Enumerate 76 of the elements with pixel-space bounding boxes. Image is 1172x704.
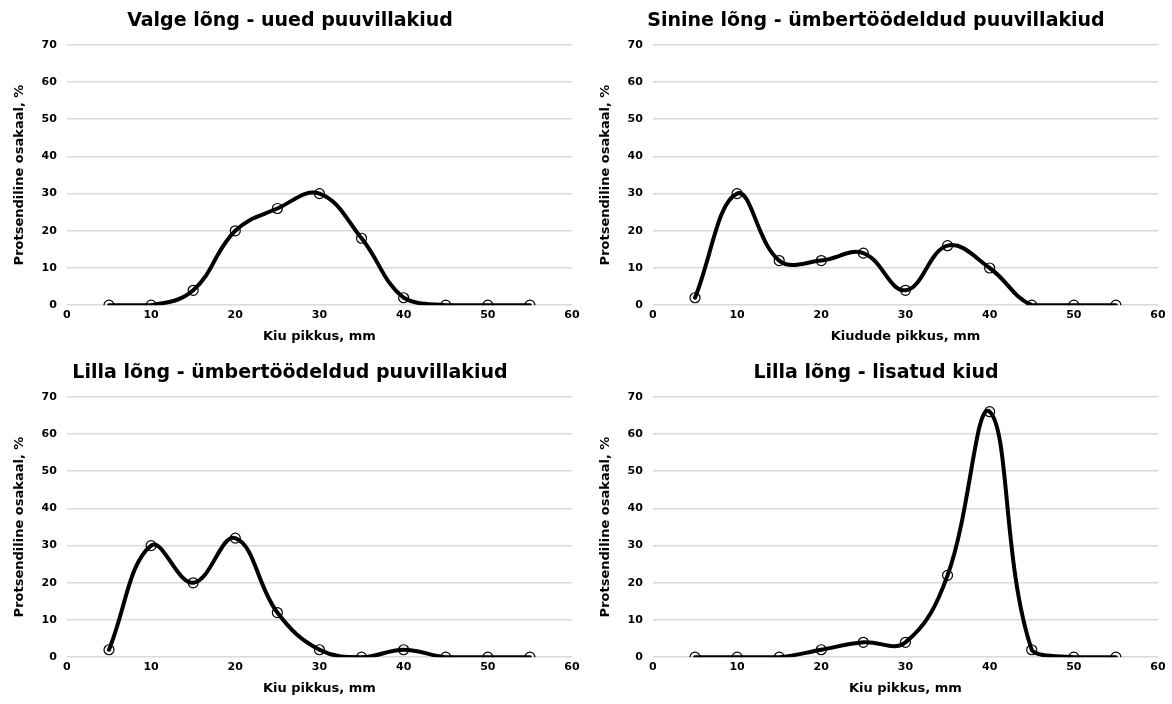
y-axis-title: Protsendiline osakaal, %	[597, 436, 613, 618]
y-tick-label: 70	[627, 37, 644, 51]
x-tick-label: 10	[143, 307, 160, 321]
y-tick-label: 20	[627, 223, 644, 237]
x-tick-label: 60	[564, 659, 580, 673]
chart-title: Lilla lõng - lisatud kiud	[753, 360, 999, 383]
y-tick-label: 30	[627, 538, 644, 552]
y-tick-label: 10	[627, 612, 644, 626]
point	[857, 636, 869, 648]
y-tick-label: 40	[41, 501, 58, 515]
x-tick-label: 40	[395, 307, 412, 321]
point	[899, 636, 912, 648]
y-tick-label: 0	[635, 298, 644, 312]
y-tick-label: 70	[627, 389, 644, 403]
point	[984, 406, 996, 418]
y-tick-label: 50	[627, 112, 644, 126]
y-tick-label: 40	[627, 501, 644, 515]
x-tick-label: 20	[813, 307, 830, 321]
x-tick-label: 0	[63, 659, 72, 673]
point	[941, 569, 954, 581]
x-tick-label: 0	[649, 307, 658, 321]
y-tick-label: 20	[41, 575, 58, 589]
y-tick-label: 40	[627, 149, 644, 163]
y-tick-label: 60	[627, 74, 644, 88]
y-tick-label: 60	[41, 426, 58, 440]
y-tick-label: 20	[627, 575, 644, 589]
x-tick-label: 50	[1066, 307, 1082, 321]
x-tick-label: 10	[729, 307, 746, 321]
x-tick-label: 0	[63, 307, 72, 321]
x-tick-label: 30	[897, 307, 914, 321]
y-axis-title: Protsendiline osakaal, %	[11, 84, 27, 266]
x-tick-label: 10	[143, 659, 160, 673]
y-tick-label: 0	[49, 298, 58, 312]
x-tick-label: 60	[564, 307, 580, 321]
x-tick-label: 60	[1150, 307, 1166, 321]
x-tick-label: 20	[813, 659, 830, 673]
x-tick-label: 40	[395, 659, 412, 673]
y-tick-label: 30	[41, 186, 58, 200]
y-tick-label: 30	[627, 186, 644, 200]
x-axis-title: Kiu pikkus, mm	[262, 327, 376, 343]
x-axis-title: Kiudude pikkus, mm	[830, 327, 981, 343]
x-tick-label: 60	[1150, 659, 1166, 673]
y-tick-label: 70	[41, 37, 58, 51]
y-tick-label: 10	[41, 260, 58, 274]
x-axis-title: Kiu pikkus, mm	[848, 679, 962, 695]
x-tick-label: 0	[649, 659, 658, 673]
y-tick-label: 50	[41, 464, 58, 478]
chart-title: Valge lõng - uued puuvillakiud	[127, 8, 453, 31]
x-tick-label: 30	[311, 307, 328, 321]
chart-title: Sinine lõng - ümbertöödeldud puuvillakiud	[647, 8, 1105, 31]
y-tick-label: 60	[627, 426, 644, 440]
x-tick-label: 20	[227, 659, 244, 673]
x-tick-label: 30	[897, 659, 914, 673]
y-tick-label: 60	[41, 74, 58, 88]
x-tick-label: 50	[1066, 659, 1082, 673]
x-tick-label: 50	[480, 659, 496, 673]
x-tick-label: 50	[480, 307, 496, 321]
x-axis-title: Kiu pikkus, mm	[262, 679, 376, 695]
y-tick-label: 70	[41, 389, 58, 403]
y-tick-label: 0	[635, 650, 644, 664]
y-axis-title: Protsendiline osakaal, %	[11, 436, 27, 618]
x-tick-label: 40	[981, 307, 998, 321]
y-tick-label: 20	[41, 223, 58, 237]
y-tick-label: 10	[41, 612, 58, 626]
x-tick-label: 10	[729, 659, 746, 673]
y-tick-label: 10	[627, 260, 644, 274]
y-tick-label: 50	[41, 112, 58, 126]
x-tick-label: 40	[981, 659, 998, 673]
y-tick-label: 30	[41, 538, 58, 552]
y-tick-label: 0	[49, 650, 58, 664]
y-tick-label: 40	[41, 149, 58, 163]
y-axis-title: Protsendiline osakaal, %	[597, 84, 613, 266]
x-tick-label: 30	[311, 659, 328, 673]
x-tick-label: 20	[227, 307, 244, 321]
chart-title: Lilla lõng - ümbertöödeldud puuvillakiud	[72, 360, 508, 383]
y-tick-label: 50	[627, 464, 644, 478]
